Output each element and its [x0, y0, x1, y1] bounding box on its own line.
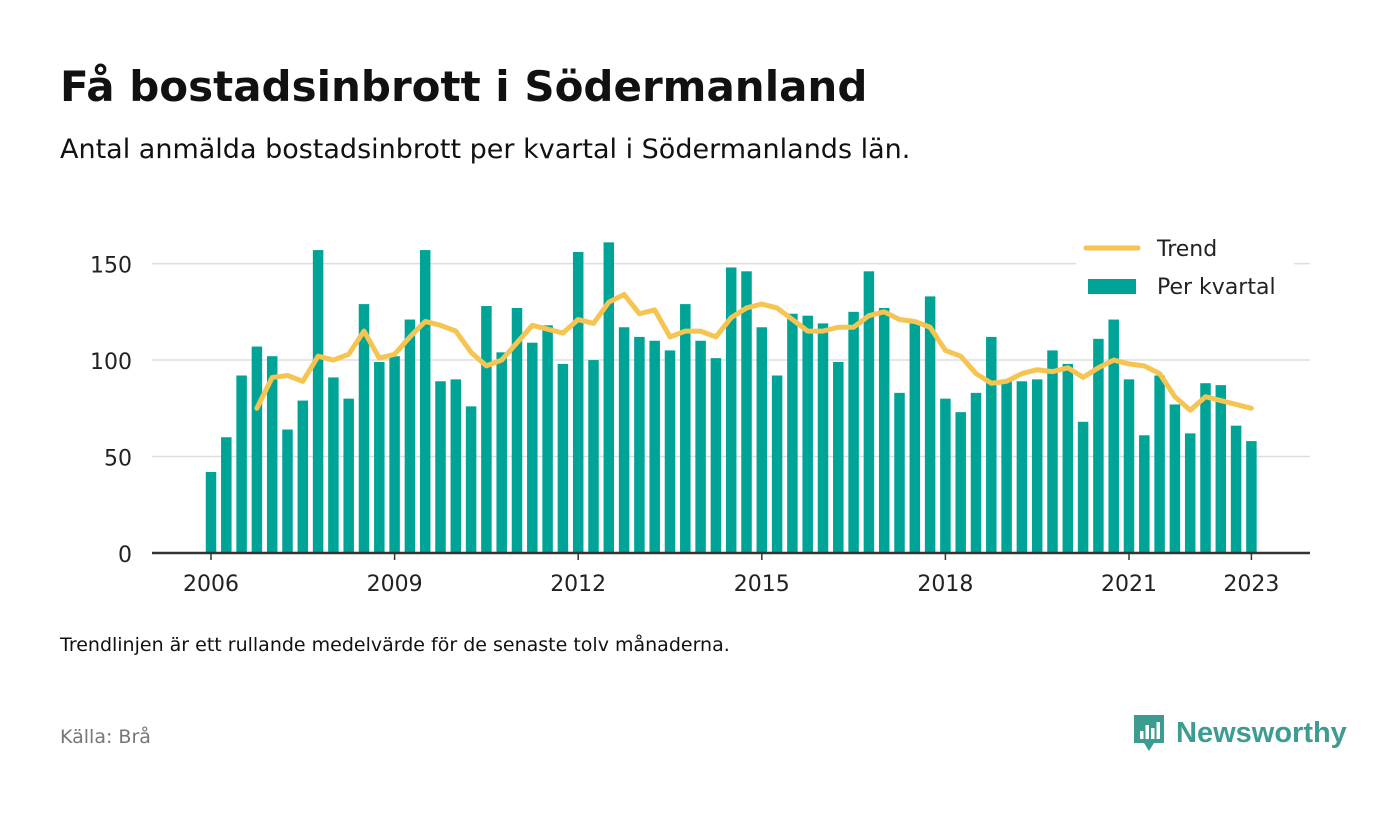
- bar-per-kvartal: [404, 319, 416, 553]
- bar-per-kvartal: [1215, 385, 1227, 553]
- bar-per-kvartal: [266, 356, 278, 553]
- bar-per-kvartal: [741, 271, 752, 553]
- x-tick-label: 2012: [550, 572, 606, 597]
- y-tick-label: 100: [90, 350, 132, 375]
- bar-per-kvartal: [1031, 379, 1043, 553]
- bar-per-kvartal: [481, 306, 492, 553]
- x-tick-label: 2021: [1101, 572, 1157, 597]
- bar-per-kvartal: [970, 392, 982, 553]
- bar-per-kvartal: [511, 307, 523, 553]
- bar-per-kvartal: [527, 342, 538, 553]
- bar-per-kvartal: [389, 356, 400, 553]
- bar-per-kvartal: [588, 360, 599, 553]
- bar-per-kvartal: [1123, 379, 1135, 553]
- bar-per-kvartal: [358, 304, 370, 553]
- bar-per-kvartal: [1246, 441, 1257, 553]
- trend-line: [254, 291, 1254, 413]
- bar-per-kvartal: [1184, 433, 1196, 553]
- bar-per-kvartal: [986, 336, 997, 553]
- y-tick-label: 150: [90, 254, 132, 279]
- bar-per-kvartal: [1001, 381, 1012, 553]
- bar-per-kvartal: [1062, 363, 1074, 553]
- brand-name: Newsworthy: [1176, 716, 1347, 749]
- x-tick-label: 2023: [1223, 572, 1279, 597]
- bar-per-kvartal: [435, 381, 446, 553]
- x-tick-label: 2018: [917, 572, 973, 597]
- bar-per-kvartal: [756, 327, 768, 553]
- bar-per-kvartal: [725, 267, 737, 553]
- bar-per-kvartal: [603, 242, 615, 554]
- chart-footnote: Trendlinjen är ett rullande medelvärde f…: [60, 634, 730, 656]
- trend-series: [254, 291, 1254, 413]
- bar-per-kvartal: [1169, 404, 1181, 553]
- bar-per-kvartal: [374, 361, 385, 553]
- bar-per-kvartal: [1230, 425, 1242, 553]
- bar-per-kvartal: [542, 325, 553, 553]
- bar-per-kvartal: [878, 307, 890, 553]
- bar-per-kvartal: [634, 336, 645, 553]
- bar-per-kvartal: [297, 400, 309, 553]
- bar-per-kvartal: [680, 304, 691, 553]
- bar-per-kvartal: [787, 313, 798, 553]
- bar-per-kvartal: [833, 361, 844, 553]
- brand-logo[interactable]: Newsworthy: [1132, 711, 1347, 755]
- bar-per-kvartal: [894, 392, 905, 553]
- legend-bar-label: Per kvartal: [1157, 275, 1276, 300]
- bar-per-kvartal: [909, 321, 921, 553]
- bar-per-kvartal: [419, 250, 431, 553]
- bar-per-kvartal: [205, 471, 217, 553]
- bar-per-kvartal: [221, 437, 232, 553]
- chart-title: Få bostadsinbrott i Södermanland: [60, 62, 868, 111]
- bar-series: [205, 242, 1257, 554]
- bar-per-kvartal: [710, 358, 722, 553]
- y-tick-label: 50: [104, 447, 132, 472]
- legend-trend-label: Trend: [1156, 237, 1217, 262]
- bar-per-kvartal: [450, 379, 462, 553]
- bar-per-kvartal: [1016, 381, 1028, 553]
- bar-per-kvartal: [1154, 375, 1165, 553]
- legend: Trend Per kvartal: [1076, 228, 1294, 310]
- bar-per-kvartal: [649, 340, 660, 553]
- bar-per-kvartal: [618, 327, 630, 553]
- x-tick-label: 2006: [183, 572, 239, 597]
- bar-per-kvartal: [695, 340, 706, 553]
- bar-per-kvartal: [664, 350, 676, 553]
- bar-per-kvartal: [251, 346, 263, 553]
- bar-per-kvartal: [465, 406, 477, 553]
- source-label: Källa: Brå: [60, 726, 151, 748]
- bar-per-kvartal: [940, 398, 951, 553]
- bar-per-kvartal: [312, 250, 324, 553]
- bar-per-kvartal: [955, 412, 966, 553]
- bar-per-kvartal: [282, 429, 293, 553]
- bar-per-kvartal: [1077, 421, 1089, 553]
- bar-per-kvartal: [1139, 435, 1150, 553]
- bar-per-kvartal: [557, 363, 569, 553]
- bar-per-kvartal: [1093, 338, 1104, 553]
- bar-per-kvartal: [572, 252, 584, 553]
- chart: 0 50 100 150 2006 2009 2012 2015 2018 2021 2023 Tr…: [90, 228, 1310, 597]
- bar-per-kvartal: [771, 375, 783, 553]
- newsworthy-logo-icon: [1134, 715, 1164, 751]
- bar-per-kvartal: [236, 375, 247, 553]
- bar-per-kvartal: [1200, 383, 1211, 553]
- bar-per-kvartal: [817, 323, 829, 553]
- bar-per-kvartal: [924, 296, 936, 553]
- bar-per-kvartal: [863, 271, 875, 553]
- x-tick-label: 2015: [734, 572, 790, 597]
- legend-background: [1076, 228, 1294, 310]
- bar-per-kvartal: [1108, 319, 1119, 553]
- bar-per-kvartal: [328, 377, 339, 553]
- bar-per-kvartal: [1047, 350, 1058, 553]
- axes: 0 50 100 150 2006 2009 2012 2015 2018 2021 2023: [90, 254, 1310, 597]
- bar-per-kvartal: [343, 398, 354, 553]
- bar-per-kvartal: [848, 311, 859, 553]
- bar-per-kvartal: [496, 352, 507, 553]
- y-tick-label: 0: [118, 543, 132, 568]
- x-tick-label: 2009: [367, 572, 423, 597]
- legend-bar-swatch: [1088, 279, 1136, 294]
- chart-subtitle: Antal anmälda bostadsinbrott per kvartal…: [60, 134, 911, 165]
- bar-per-kvartal: [802, 315, 813, 553]
